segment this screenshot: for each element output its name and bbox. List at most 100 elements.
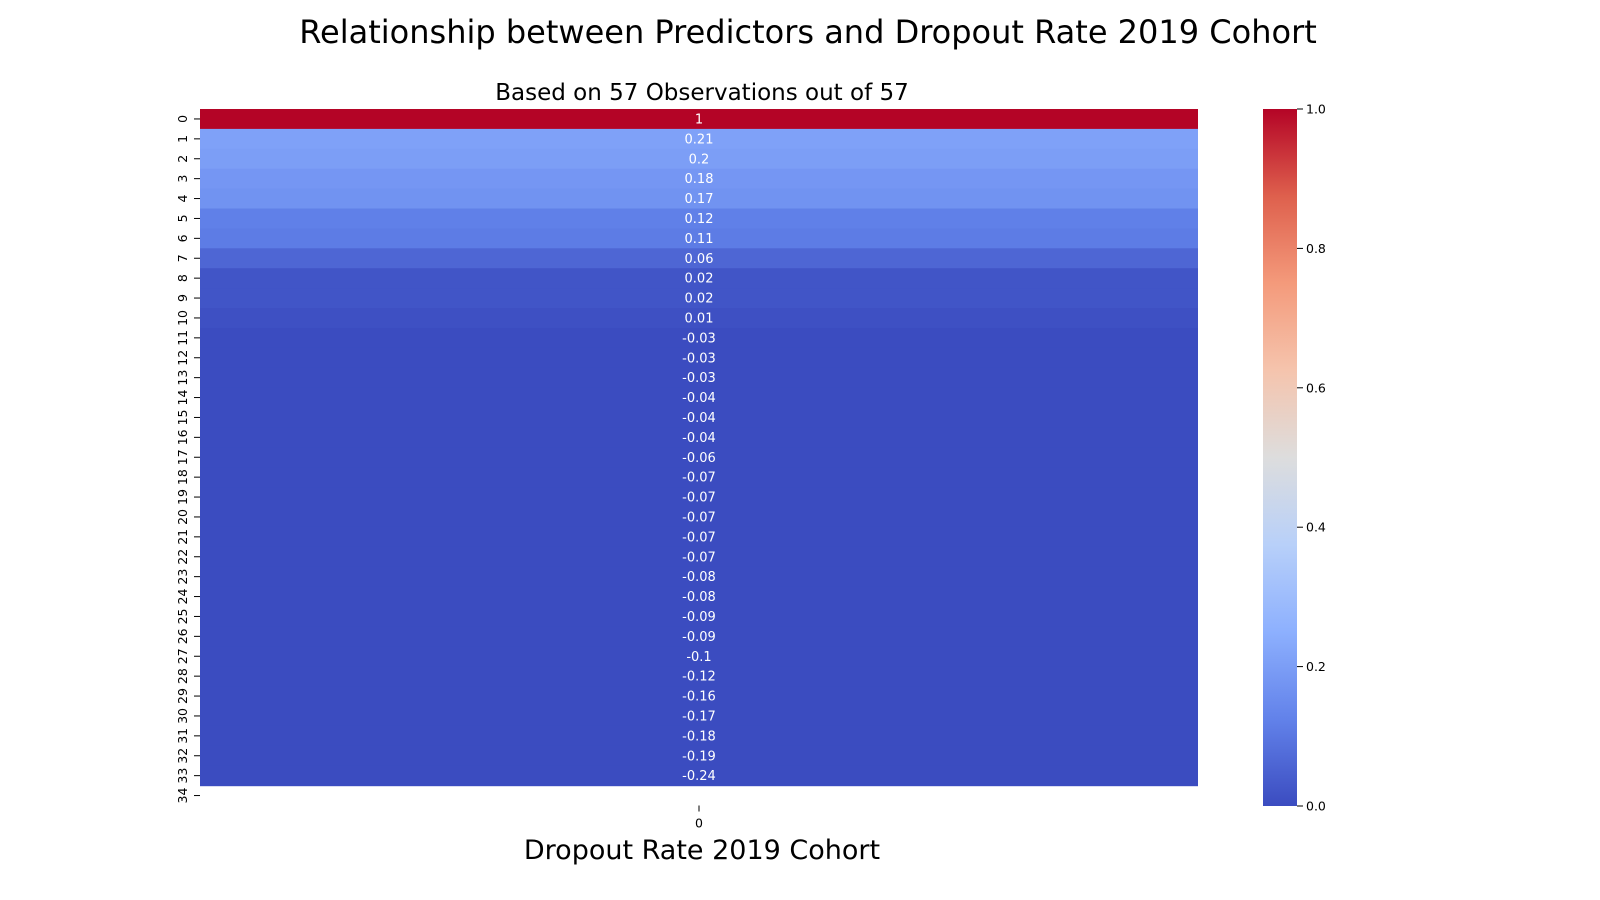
heatmap-cell bbox=[200, 148, 1198, 170]
y-tick-label: 12 bbox=[175, 350, 190, 366]
cell-value-label: -0.1 bbox=[686, 650, 711, 665]
cell-value-label: 0.12 bbox=[685, 212, 714, 227]
y-tick-label: 11 bbox=[175, 330, 190, 346]
y-tick-label: 34 bbox=[175, 788, 190, 804]
cell-value-label: -0.07 bbox=[682, 530, 716, 545]
cell-value-label: -0.17 bbox=[682, 709, 716, 724]
heatmap-cell bbox=[200, 427, 1198, 448]
cell-value-label: -0.19 bbox=[682, 749, 716, 764]
heatmap-cell bbox=[200, 248, 1198, 269]
colorbar-gradient bbox=[1263, 109, 1297, 806]
heatmap-cell bbox=[200, 566, 1198, 588]
y-tick-label: 15 bbox=[175, 409, 190, 425]
y-tick-label: 13 bbox=[175, 370, 190, 386]
chart-title: Relationship between Predictors and Drop… bbox=[299, 13, 1317, 51]
cell-value-label: 0.02 bbox=[685, 292, 714, 307]
y-tick-label: 14 bbox=[175, 390, 190, 406]
y-tick-label: 1 bbox=[175, 135, 190, 143]
cell-value-label: 1 bbox=[695, 112, 703, 127]
heatmap-cell bbox=[200, 586, 1198, 608]
heatmap-cell bbox=[200, 128, 1198, 150]
heatmap-cell bbox=[200, 288, 1198, 309]
y-tick-label: 31 bbox=[175, 728, 190, 744]
heatmap-cell bbox=[200, 407, 1198, 428]
heatmap-cell bbox=[200, 745, 1198, 767]
cell-value-label: -0.24 bbox=[682, 769, 716, 784]
cell-value-label: -0.03 bbox=[682, 371, 716, 386]
cell-value-label: 0.01 bbox=[685, 311, 714, 326]
y-tick-label: 6 bbox=[175, 234, 190, 242]
cell-value-label: 0.02 bbox=[685, 272, 714, 287]
y-tick-label: 23 bbox=[175, 569, 190, 585]
y-tick-label: 7 bbox=[175, 254, 190, 262]
y-tick-label: 17 bbox=[175, 449, 190, 465]
y-tick-label: 4 bbox=[175, 195, 190, 203]
heatmap-cell bbox=[200, 507, 1198, 528]
y-tick-label: 29 bbox=[175, 688, 190, 704]
cell-value-label: 0.06 bbox=[685, 252, 714, 267]
heatmap-cell bbox=[200, 646, 1198, 667]
heatmap-cell bbox=[200, 666, 1198, 687]
x-axis-ticks: 0 bbox=[695, 805, 703, 831]
heatmap-cell bbox=[200, 725, 1198, 747]
cell-value-label: -0.08 bbox=[682, 570, 716, 585]
y-tick-label: 19 bbox=[175, 489, 190, 505]
heatmap-cell bbox=[200, 606, 1198, 627]
x-tick-label: 0 bbox=[695, 816, 703, 831]
chart-subtitle: Based on 57 Observations out of 57 bbox=[495, 80, 909, 106]
y-tick-label: 27 bbox=[175, 648, 190, 664]
heatmap-cell bbox=[200, 228, 1198, 249]
cell-value-label: -0.16 bbox=[682, 690, 716, 705]
cell-value-label: -0.04 bbox=[682, 391, 716, 406]
cell-value-label: -0.06 bbox=[682, 451, 716, 466]
cell-value-label: -0.03 bbox=[682, 331, 716, 346]
cell-value-label: -0.07 bbox=[682, 510, 716, 525]
heatmap-cell bbox=[200, 168, 1198, 190]
colorbar-tick-label: 1.0 bbox=[1306, 102, 1326, 117]
cell-value-label: 0.11 bbox=[685, 232, 714, 247]
y-tick-label: 26 bbox=[175, 628, 190, 644]
heatmap-cell bbox=[200, 546, 1198, 568]
y-tick-label: 24 bbox=[175, 589, 190, 605]
cell-value-label: 0.2 bbox=[689, 152, 710, 167]
y-tick-label: 28 bbox=[175, 668, 190, 684]
cell-value-label: 0.21 bbox=[685, 132, 714, 147]
colorbar: 0.0 0.2 0.4 0.6 0.8 1.0 bbox=[1263, 102, 1326, 814]
cell-value-label: -0.08 bbox=[682, 590, 716, 605]
colorbar-tick-label: 0.0 bbox=[1306, 799, 1326, 814]
y-tick-label: 21 bbox=[175, 529, 190, 545]
cell-value-label: -0.07 bbox=[682, 491, 716, 506]
y-tick-label: 25 bbox=[175, 608, 190, 624]
cell-value-label: -0.12 bbox=[682, 670, 716, 685]
y-tick-label: 18 bbox=[175, 469, 190, 485]
cell-value-label: -0.03 bbox=[682, 351, 716, 366]
heatmap-cell bbox=[200, 626, 1198, 647]
heatmap-cell bbox=[200, 109, 1198, 130]
y-tick-label: 22 bbox=[175, 549, 190, 565]
cell-value-label: 0.18 bbox=[685, 172, 714, 187]
heatmap-cell bbox=[200, 387, 1198, 409]
heatmap-cell bbox=[200, 447, 1198, 468]
y-tick-label: 2 bbox=[175, 155, 190, 163]
heatmap-cells: 1 0.21 0.2 0.18 0.17 0.12 0.11 0.06 0.02 0.02 0.01… bbox=[200, 109, 1198, 787]
cell-value-label: -0.09 bbox=[682, 630, 716, 645]
cell-value-label: 0.17 bbox=[685, 192, 714, 207]
y-tick-label: 20 bbox=[175, 509, 190, 525]
heatmap-cell bbox=[200, 208, 1198, 229]
cell-value-label: -0.07 bbox=[682, 550, 716, 565]
y-tick-label: 16 bbox=[175, 429, 190, 445]
y-tick-label: 10 bbox=[175, 310, 190, 326]
heatmap-cell bbox=[200, 487, 1198, 508]
colorbar-tick-label: 0.6 bbox=[1306, 380, 1326, 395]
heatmap-cell bbox=[200, 367, 1198, 389]
cell-value-label: -0.18 bbox=[682, 729, 716, 744]
colorbar-tick-label: 0.2 bbox=[1306, 659, 1326, 674]
y-tick-label: 5 bbox=[175, 214, 190, 222]
y-tick-label: 33 bbox=[175, 768, 190, 784]
y-tick-label: 8 bbox=[175, 274, 190, 282]
heatmap-cell bbox=[200, 188, 1198, 210]
y-axis-ticks: 0123456789101112131415161718192021222324… bbox=[175, 115, 200, 804]
colorbar-tick-label: 0.8 bbox=[1306, 241, 1326, 256]
heatmap-cell bbox=[200, 526, 1198, 548]
